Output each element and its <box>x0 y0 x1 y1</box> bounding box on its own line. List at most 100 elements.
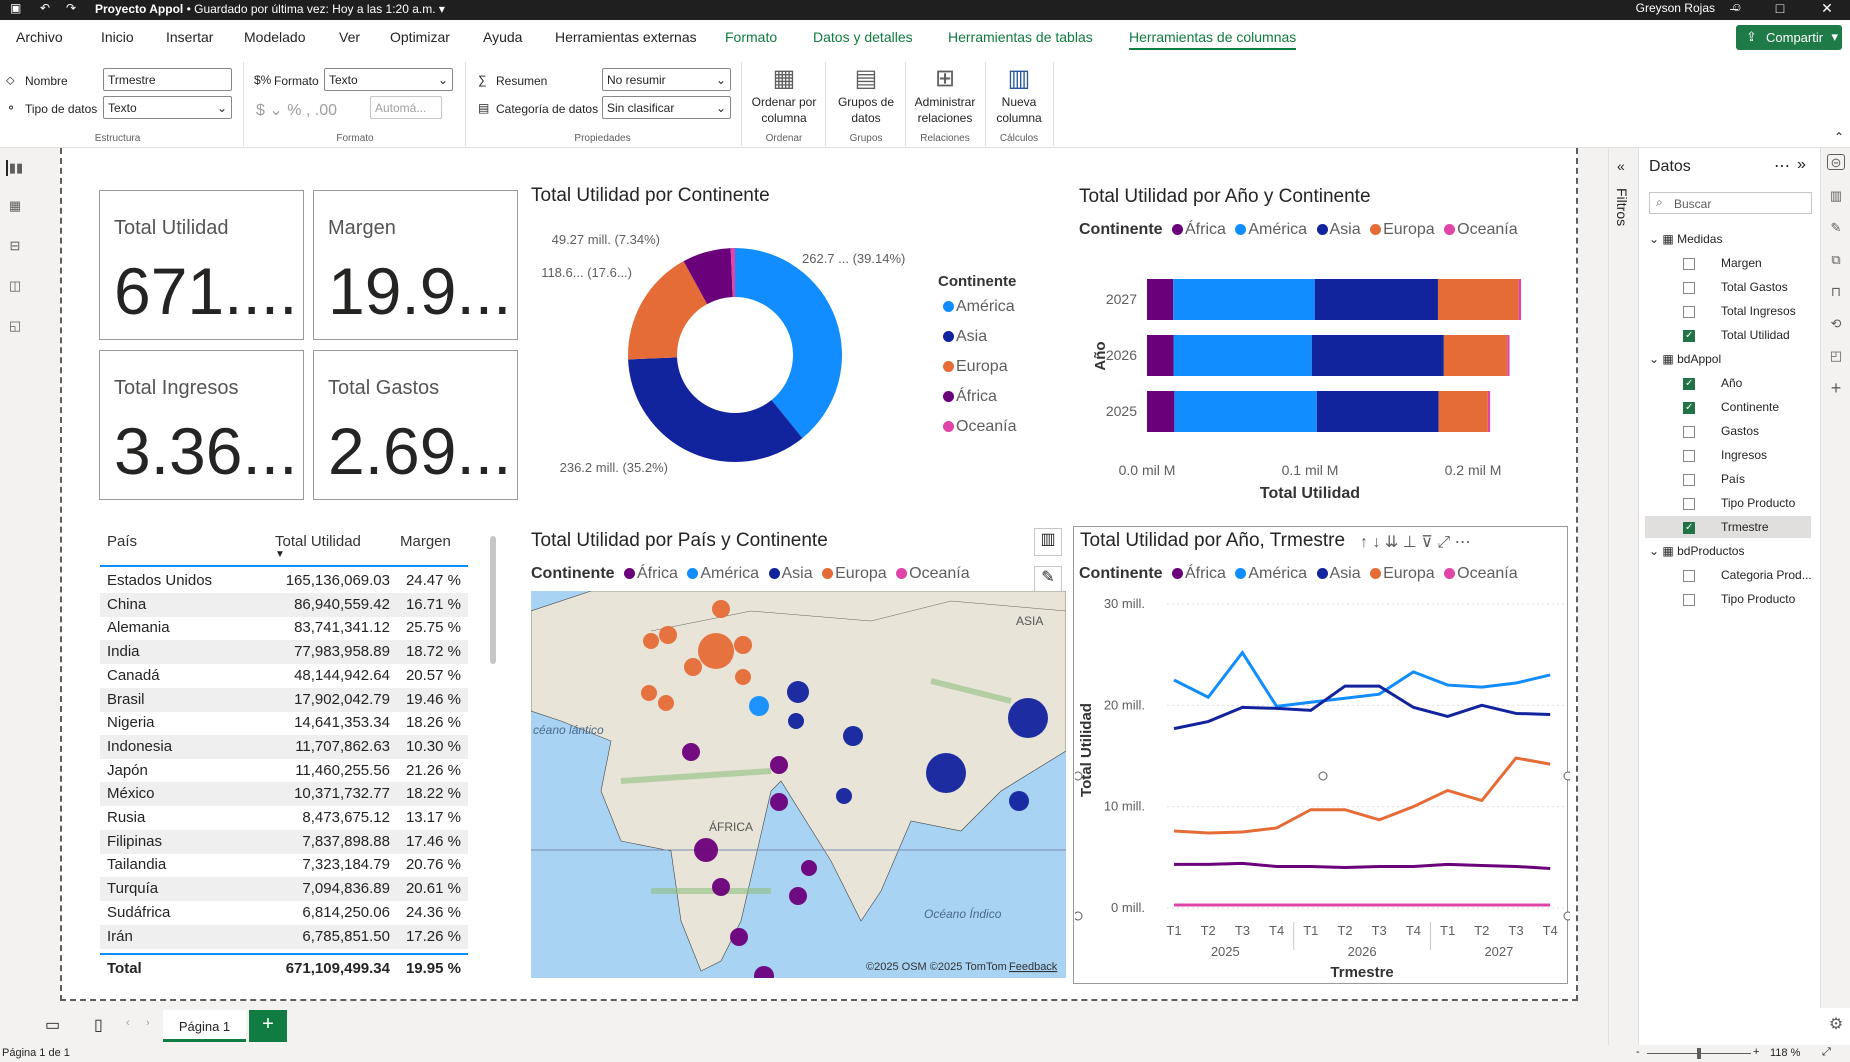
formato-select[interactable]: Texto ⌄ <box>324 68 453 91</box>
add-pane-icon[interactable]: + <box>1830 378 1842 398</box>
desktop-view-icon[interactable]: ▭ <box>45 1017 61 1034</box>
field-item[interactable]: Gastos <box>1721 424 1760 438</box>
administrar-relaciones-button[interactable]: ⊞ Administrar relaciones <box>910 64 980 126</box>
selection-pane-icon[interactable]: ⧉ <box>1831 252 1841 267</box>
zoom-out-button[interactable]: - <box>1636 1046 1640 1058</box>
menu-formato[interactable]: Formato <box>725 29 778 45</box>
field-item[interactable]: Ingresos <box>1721 448 1768 462</box>
donut-legend-item[interactable]: América <box>938 298 1015 316</box>
resumen-select[interactable]: No resumir ⌄ <box>602 68 731 91</box>
menu-herramientas-tablas[interactable]: Herramientas de tablas <box>948 29 1093 45</box>
menu-insertar[interactable]: Insertar <box>166 29 214 45</box>
dax-view-icon[interactable]: ◫ <box>8 278 22 293</box>
report-view-icon[interactable]: ▮▮ <box>6 160 24 176</box>
field-item[interactable]: Tipo Producto <box>1721 592 1796 606</box>
categoria-select[interactable]: Sin clasificar ⌄ <box>602 96 731 119</box>
visual-toggle-icon[interactable]: ▥ <box>1034 528 1062 556</box>
grupos-button[interactable]: ▤ Grupos de datos <box>832 64 900 126</box>
tipo-datos-select[interactable]: Texto ⌄ <box>103 96 232 119</box>
table-row[interactable]: Alemania 83,741,341.12 25.75 % <box>100 616 468 640</box>
field-checkbox[interactable] <box>1683 258 1695 270</box>
table-row[interactable]: Brasil 17,902,042.79 19.46 % <box>100 687 468 712</box>
data-search-input[interactable]: ⌕ Buscar <box>1649 192 1812 214</box>
field-checkbox[interactable] <box>1683 474 1695 486</box>
menu-herramientas-externas[interactable]: Herramientas externas <box>555 29 697 45</box>
format-brush-icon[interactable]: ✎ <box>1034 566 1062 594</box>
tmdl-view-icon[interactable]: ◱ <box>8 318 22 333</box>
field-item[interactable]: Tipo Producto <box>1721 496 1796 510</box>
add-page-button[interactable]: + <box>249 1010 287 1042</box>
field-item[interactable]: Continente <box>1721 400 1780 414</box>
card-total-utilidad[interactable]: Total Utilidad 671.... <box>99 190 304 340</box>
field-item[interactable]: Margen <box>1721 256 1762 270</box>
user-name[interactable]: Greyson Rojas <box>1635 1 1715 15</box>
col-header-pais[interactable]: País <box>107 533 138 550</box>
field-checkbox[interactable] <box>1683 570 1695 582</box>
donut-legend-item[interactable]: Europa <box>938 358 1008 376</box>
map-visual[interactable]: ASIA ÁFRICA Océano Índico céano lántico … <box>531 591 1066 978</box>
field-checkbox[interactable] <box>1683 522 1695 534</box>
share-button[interactable]: ⇪ Compartir ▾ <box>1736 25 1842 50</box>
filters-strip[interactable]: « Filtros <box>1609 148 1639 1048</box>
table-row[interactable]: Sudáfrica 6,814,250.06 24.36 % <box>100 901 468 925</box>
menu-inicio[interactable]: Inicio <box>101 29 134 45</box>
card-total-ingresos[interactable]: Total Ingresos 3.36... <box>99 350 304 500</box>
field-checkbox[interactable] <box>1683 450 1695 462</box>
field-checkbox[interactable] <box>1683 426 1695 438</box>
menu-optimizar[interactable]: Optimizar <box>390 29 450 45</box>
table-row[interactable]: Indonesia 11,707,862.63 10.30 % <box>100 734 468 759</box>
sync-slicers-icon[interactable]: ⟲ <box>1830 316 1842 331</box>
visualizations-pane-icon[interactable]: ▥ <box>1829 188 1843 203</box>
performance-icon[interactable]: ◰ <box>1829 348 1843 363</box>
zoom-thumb[interactable] <box>1697 1048 1701 1059</box>
currency-icon[interactable]: $ ⌄ % , .00 <box>256 102 337 119</box>
nueva-columna-button[interactable]: ▥ Nueva columna <box>990 64 1048 126</box>
next-page-icon[interactable]: › <box>146 1017 150 1029</box>
table-row[interactable]: Turquía 7,094,836.89 20.61 % <box>100 877 468 902</box>
field-checkbox[interactable] <box>1683 594 1695 606</box>
table-row[interactable]: Filipinas 7,837,898.88 17.46 % <box>100 829 468 854</box>
zoom-in-button[interactable]: + <box>1753 1046 1760 1058</box>
table-Medidas[interactable]: ⌄ ▦ Medidas <box>1649 232 1723 246</box>
donut-legend-item[interactable]: África <box>938 388 997 406</box>
field-item[interactable]: Total Utilidad <box>1721 328 1790 342</box>
menu-herramientas-columnas[interactable]: Herramientas de columnas <box>1129 29 1297 50</box>
donut-legend-item[interactable]: Oceanía <box>938 418 1016 436</box>
minimize-button[interactable]: – <box>1730 0 1738 16</box>
menu-ayuda[interactable]: Ayuda <box>483 29 523 45</box>
line-chart[interactable]: 30 mill. 20 mill. 10 mill. 0 mill. Total Uti… <box>1075 590 1570 985</box>
table-row[interactable]: India 77,983,958.89 18.72 % <box>100 640 468 665</box>
collapse-ribbon-icon[interactable]: ⌃ <box>1833 130 1844 144</box>
close-button[interactable]: ✕ <box>1821 0 1833 16</box>
field-item[interactable]: Total Ingresos <box>1721 304 1796 318</box>
field-checkbox[interactable] <box>1683 306 1695 318</box>
table-row[interactable]: Estados Unidos 165,136,069.03 24.47 % <box>100 569 468 593</box>
page-tab-1[interactable]: Página 1 <box>163 1010 246 1042</box>
menu-archivo[interactable]: Archivo <box>16 29 63 45</box>
field-checkbox[interactable] <box>1683 282 1695 294</box>
data-pane-collapse-icon[interactable]: » <box>1797 156 1806 173</box>
field-checkbox[interactable] <box>1683 378 1695 390</box>
card-margen[interactable]: Margen 19.9... <box>313 190 518 340</box>
table-row[interactable]: Rusia 8,473,675.12 13.17 % <box>100 806 468 830</box>
menu-ver[interactable]: Ver <box>339 29 361 45</box>
field-checkbox[interactable] <box>1683 330 1695 342</box>
format-pane-icon[interactable]: ✎ <box>1830 220 1842 235</box>
table-bdProductos[interactable]: ⌄ ▦ bdProductos <box>1649 544 1745 558</box>
table-row[interactable]: Tailandia 7,323,184.79 20.76 % <box>100 853 468 877</box>
field-item[interactable]: Año <box>1721 376 1743 390</box>
redo-icon[interactable]: ↷ <box>66 1 77 15</box>
field-checkbox[interactable] <box>1683 402 1695 414</box>
maximize-button[interactable]: □ <box>1775 0 1785 16</box>
col-header-margen[interactable]: Margen <box>400 533 451 550</box>
table-row[interactable]: Nigeria 14,641,353.34 18.26 % <box>100 711 468 735</box>
avatar[interactable]: ☺ <box>1730 0 1743 14</box>
decimales-input[interactable]: Automá... <box>370 96 442 119</box>
data-pane-icon[interactable]: ⊝ <box>1827 154 1845 170</box>
table-row[interactable]: Irán 6,785,851.50 17.26 % <box>100 924 468 949</box>
line-visual-frame[interactable] <box>1073 526 1568 984</box>
col-header-total-utilidad[interactable]: Total Utilidad <box>275 533 361 550</box>
mobile-view-icon[interactable]: ▯ <box>94 1017 103 1034</box>
model-view-icon[interactable]: ⊟ <box>9 238 21 253</box>
ordenar-button[interactable]: ▦ Ordenar por columna <box>748 64 820 126</box>
